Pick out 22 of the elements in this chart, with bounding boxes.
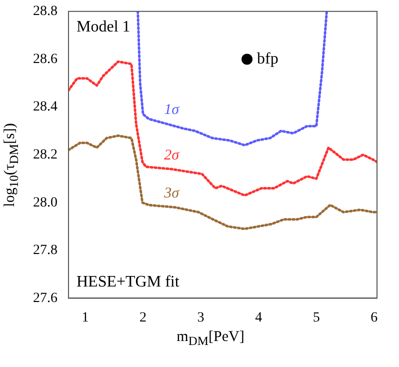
series-label: 3σ: [163, 185, 180, 202]
y-tick-label: 28.2: [33, 147, 58, 162]
annotation: Model 1: [76, 18, 130, 36]
y-tick-label: 28.6: [33, 52, 58, 67]
line-series: [68, 134, 377, 230]
y-tick-label: 28.8: [33, 4, 58, 20]
x-tick-label: 1: [82, 310, 89, 326]
x-tick-label: 5: [312, 310, 320, 326]
x-tick-label: 3: [197, 310, 204, 326]
series-label: 1σ: [164, 102, 180, 118]
y-tick-label: 27.6: [33, 290, 58, 306]
x-tick-label: 6: [370, 310, 378, 326]
series-label: bfp: [257, 50, 278, 68]
y-tick-label: 28.0: [33, 195, 58, 210]
x-tick-label: 4: [255, 310, 262, 326]
line-series: [136, 11, 328, 146]
annotation: HESE+TGM fit: [76, 273, 180, 290]
y-tick-label: 28.4: [33, 100, 58, 115]
x-axis-title: m$_{DM}$[PeV]: [176, 329, 246, 349]
y-tick-label: 27.8: [33, 243, 58, 258]
x-tick-label: 2: [140, 310, 147, 326]
series-label: 2σ: [164, 147, 180, 164]
